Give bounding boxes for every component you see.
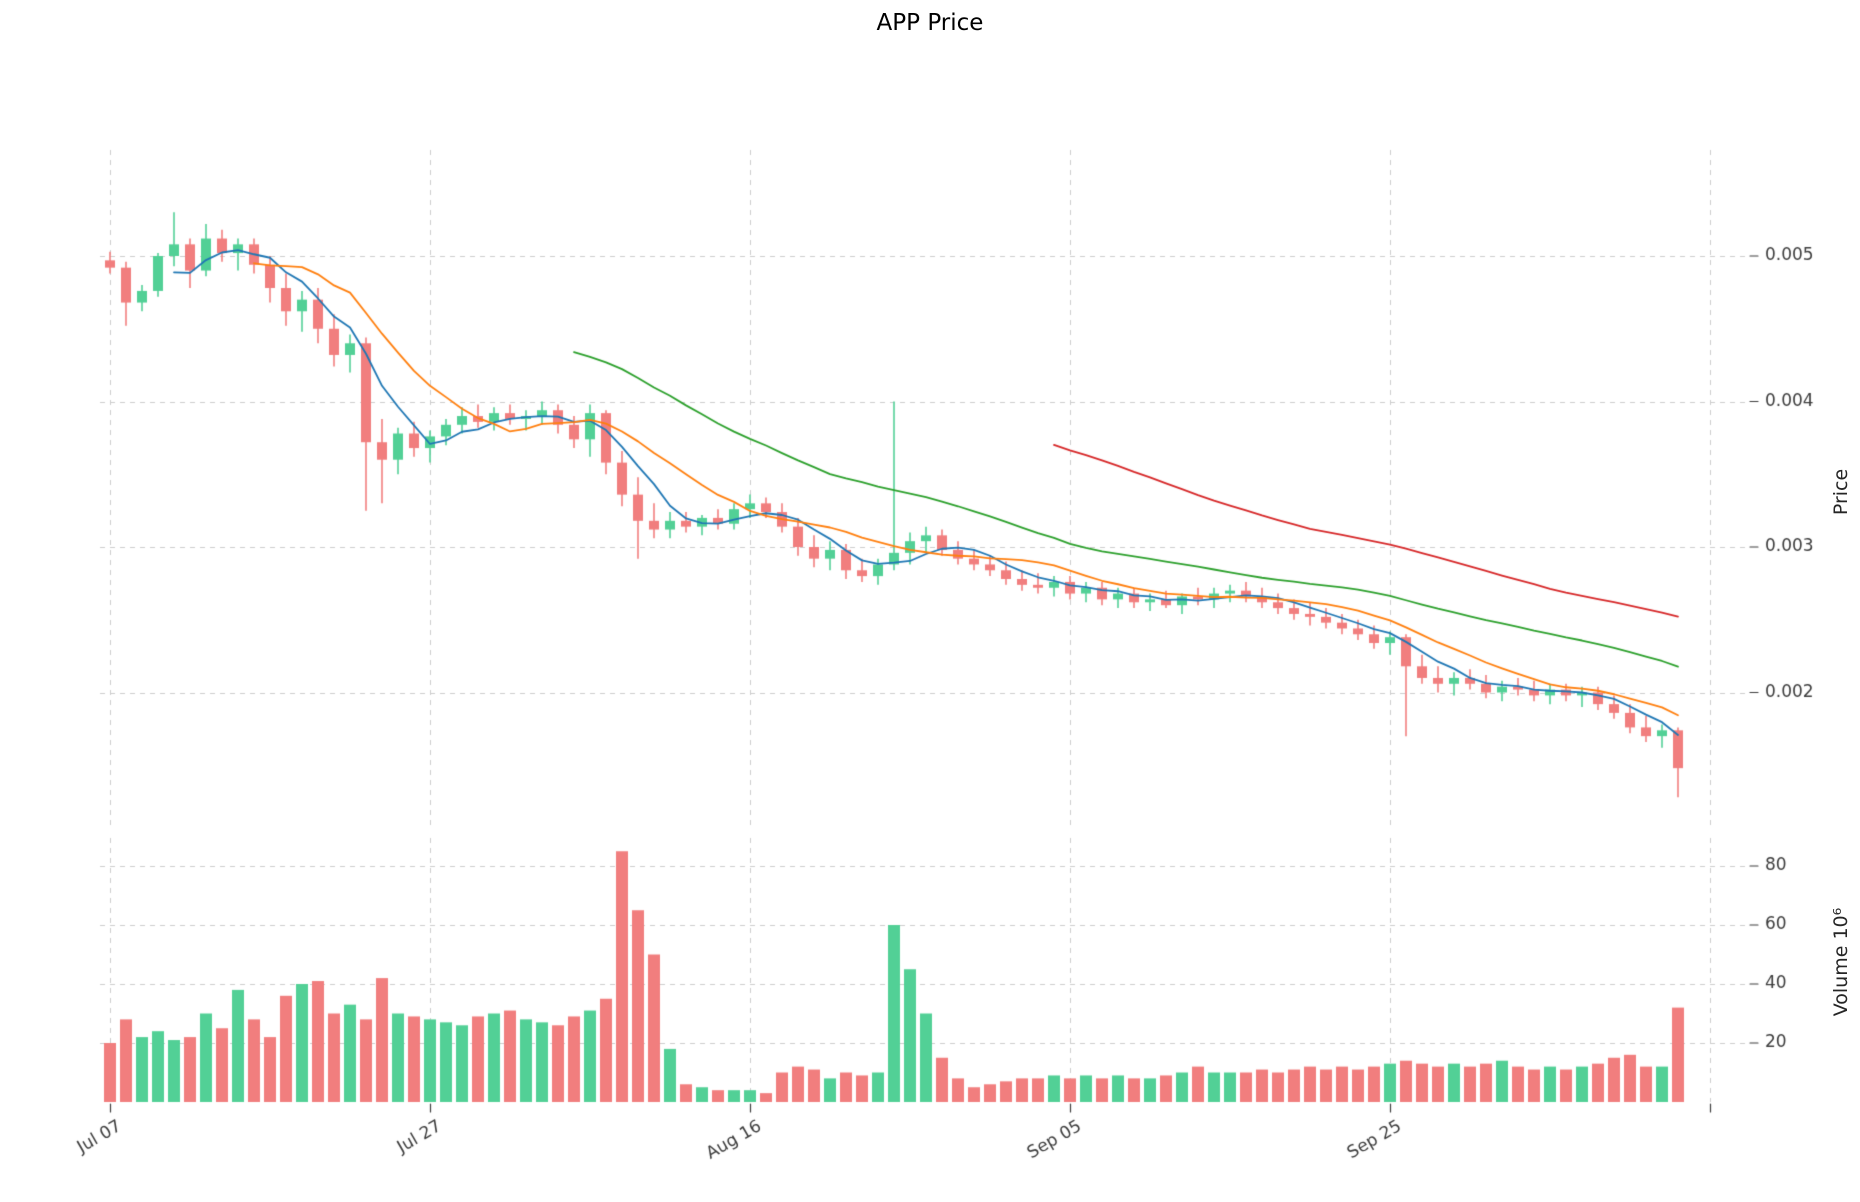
chart-title: APP Price bbox=[876, 10, 984, 36]
price-axis-label: Price bbox=[1830, 468, 1852, 516]
volume-axis-label: Volume 10⁶ bbox=[1830, 907, 1852, 1017]
